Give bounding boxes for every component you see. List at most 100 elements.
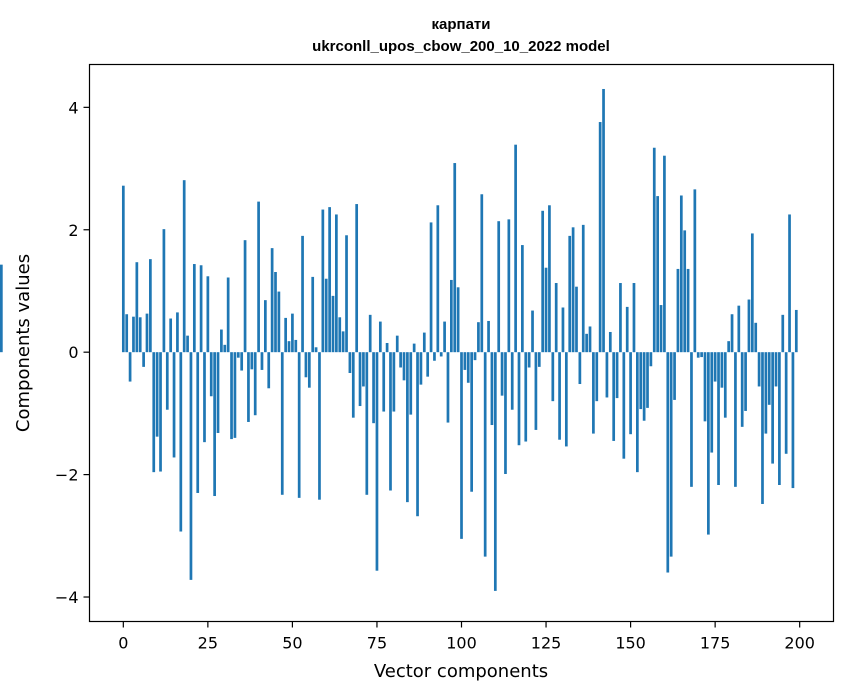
bar [717, 352, 720, 485]
bar [142, 352, 145, 367]
bar [632, 283, 636, 353]
bar [656, 196, 659, 353]
chart-title: карпати [432, 16, 491, 33]
bar [125, 314, 129, 353]
bar [693, 189, 697, 353]
bar [406, 352, 409, 503]
x-tick-label: 150 [615, 634, 646, 653]
bar [341, 331, 345, 353]
bar [382, 352, 386, 412]
bar [416, 352, 419, 517]
bar [453, 163, 457, 353]
bar [564, 352, 568, 447]
bar [734, 352, 737, 487]
bar [750, 233, 754, 353]
bar [159, 352, 162, 472]
bar [740, 352, 744, 427]
bar [690, 352, 693, 487]
bar [335, 214, 338, 353]
bar [206, 276, 210, 353]
bar [348, 352, 352, 373]
bar [287, 341, 291, 353]
bar [257, 201, 260, 353]
bar [165, 352, 169, 410]
x-axis-label: Vector components [374, 661, 548, 682]
bar [493, 352, 497, 591]
bar [199, 265, 203, 353]
bar [233, 352, 237, 438]
bar [571, 227, 575, 353]
bar [456, 287, 460, 353]
bar [723, 352, 727, 418]
bar [625, 306, 629, 353]
bar [737, 305, 741, 353]
bar [250, 352, 254, 370]
x-tick-label: 50 [282, 634, 302, 653]
bar [186, 335, 189, 353]
bar [351, 352, 355, 418]
bar [527, 352, 531, 368]
bar [592, 352, 595, 434]
bar [460, 352, 463, 539]
bar [771, 352, 774, 464]
bar [399, 352, 402, 368]
bar [372, 352, 375, 424]
bar [480, 194, 484, 353]
bar [419, 352, 423, 385]
bar [389, 352, 392, 491]
bar [554, 283, 558, 353]
bar [247, 352, 250, 422]
bar [578, 352, 582, 385]
bar [544, 267, 548, 353]
bar [561, 307, 565, 353]
bar [294, 339, 298, 353]
bar [784, 352, 788, 454]
bar [504, 352, 507, 474]
bar [412, 343, 416, 353]
bar [619, 283, 622, 353]
bar [537, 352, 541, 367]
bar [754, 322, 758, 353]
bar [598, 122, 602, 353]
bar [781, 314, 785, 353]
bar [203, 352, 206, 443]
y-axis-ticks: −4 −2 0 2 4 [55, 98, 90, 607]
bar [365, 352, 369, 495]
y-tick-label: 4 [68, 98, 78, 117]
bar [639, 352, 643, 410]
bar [392, 352, 396, 412]
bar [666, 352, 670, 573]
bar [727, 341, 731, 353]
bar [274, 272, 277, 353]
bar [395, 335, 399, 353]
bar [355, 204, 359, 353]
bar [683, 230, 687, 353]
bar [402, 352, 406, 381]
bar [730, 314, 734, 353]
bar [483, 352, 487, 557]
bar [778, 352, 781, 485]
bar [328, 207, 331, 353]
bar [788, 214, 791, 353]
chart-subtitle: ukrconll_upos_cbow_200_10_2022 model [312, 38, 610, 55]
bar [764, 352, 768, 434]
bar [280, 352, 284, 495]
bar [521, 245, 524, 353]
bar [466, 352, 470, 383]
bar [703, 352, 707, 422]
bar [669, 352, 673, 557]
bar [253, 352, 257, 416]
bar [568, 235, 572, 353]
bar [439, 352, 443, 357]
bar [345, 235, 348, 353]
bar [132, 316, 135, 353]
bar [179, 352, 183, 532]
bar [223, 344, 227, 353]
bar [629, 352, 632, 435]
bar [121, 185, 125, 353]
x-tick-label: 175 [700, 634, 731, 653]
bar [321, 209, 325, 353]
bar [487, 320, 490, 353]
bar [172, 352, 176, 458]
bar [575, 286, 578, 353]
